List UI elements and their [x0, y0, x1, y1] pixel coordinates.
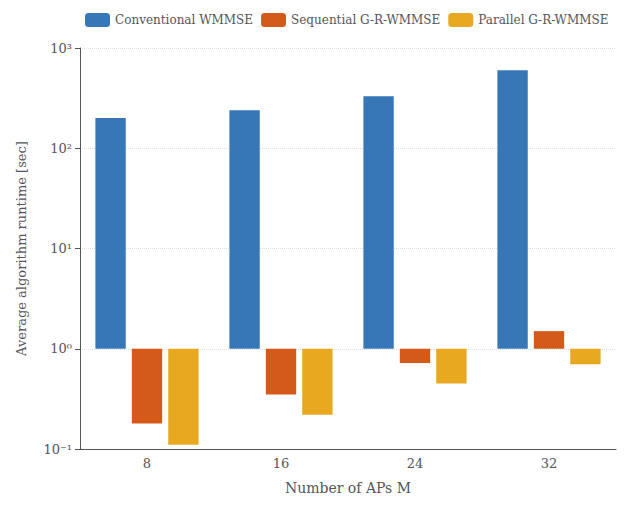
- svg-text:Parallel G-R-WMMSE: Parallel G-R-WMMSE: [478, 13, 608, 27]
- svg-text:Sequential G-R-WMMSE: Sequential G-R-WMMSE: [291, 13, 440, 27]
- svg-text:10⁰: 10⁰: [50, 341, 72, 356]
- svg-text:10²: 10²: [50, 141, 72, 156]
- svg-text:Number of APs M: Number of APs M: [285, 480, 411, 496]
- svg-text:32: 32: [541, 456, 558, 471]
- svg-text:10⁻¹: 10⁻¹: [43, 442, 72, 457]
- svg-text:8: 8: [143, 456, 151, 471]
- svg-text:10³: 10³: [50, 41, 72, 56]
- svg-text:Conventional WMMSE: Conventional WMMSE: [115, 13, 253, 27]
- svg-text:Average algorithm runtime [sec: Average algorithm runtime [sec]: [14, 141, 29, 357]
- svg-text:24: 24: [407, 456, 424, 471]
- svg-text:10¹: 10¹: [50, 241, 72, 256]
- svg-text:16: 16: [273, 456, 290, 471]
